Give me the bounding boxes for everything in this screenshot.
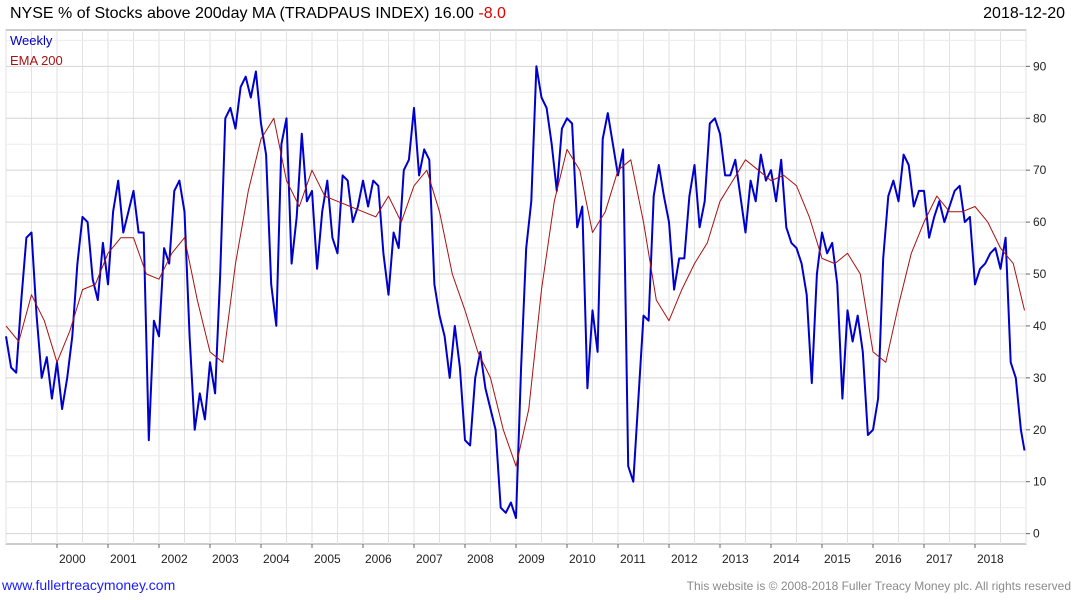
y-tick-label: 80 xyxy=(1033,111,1047,125)
chart-title: NYSE % of Stocks above 200day MA (TRADPA… xyxy=(10,5,430,22)
x-tick-label: 2011 xyxy=(620,552,646,566)
x-tick-label: 2000 xyxy=(59,552,86,566)
legend: Weekly EMA 200 xyxy=(10,33,63,68)
chart-date: 2018-12-20 xyxy=(983,5,1065,22)
x-tick-label: 2003 xyxy=(212,552,239,566)
y-tick-label: 60 xyxy=(1033,215,1047,229)
site-link[interactable]: www.fullertreacymoney.com xyxy=(2,577,176,593)
y-tick-label: 90 xyxy=(1033,59,1047,73)
x-tick-label: 2010 xyxy=(569,552,596,566)
legend-weekly: Weekly xyxy=(10,33,53,48)
y-tick-label: 0 xyxy=(1033,527,1040,541)
legend-ema-200: EMA 200 xyxy=(10,53,63,68)
x-tick-label: 2008 xyxy=(467,552,494,566)
x-tick-label: 2002 xyxy=(161,552,188,566)
ema-200-series-line xyxy=(5,117,1025,467)
change-value: -8.0 xyxy=(478,5,506,22)
chart-header: NYSE % of Stocks above 200day MA (TRADPA… xyxy=(10,5,506,23)
x-tick-label: 2012 xyxy=(671,552,698,566)
y-tick-label: 20 xyxy=(1033,423,1047,437)
copyright-text: This website is © 2008-2018 Fuller Treac… xyxy=(686,579,1071,593)
x-tick-label: 2005 xyxy=(314,552,341,566)
x-tick-label: 2001 xyxy=(110,552,137,566)
weekly-series-line xyxy=(5,65,1026,519)
x-tick-label: 2015 xyxy=(824,552,851,566)
series-layer xyxy=(5,65,1026,519)
y-tick-label: 70 xyxy=(1033,163,1047,177)
y-tick-label: 50 xyxy=(1033,267,1047,281)
y-tick-label: 40 xyxy=(1033,319,1047,333)
x-tick-label: 2014 xyxy=(773,552,800,566)
axis-layer: 0 10 20 30 40 50 60 70 80 90 2000 2001 2002 2003 2004 2… xyxy=(56,59,1047,566)
y-tick-label: 10 xyxy=(1033,475,1047,489)
x-tick-label: 2017 xyxy=(926,552,953,566)
x-tick-label: 2009 xyxy=(518,552,545,566)
x-tick-label: 2016 xyxy=(875,552,902,566)
x-tick-label: 2004 xyxy=(263,552,290,566)
last-value: 16.00 xyxy=(433,5,474,22)
x-tick-label: 2007 xyxy=(416,552,443,566)
y-tick-label: 30 xyxy=(1033,371,1047,385)
grid-layer xyxy=(5,30,1027,544)
x-tick-label: 2018 xyxy=(977,552,1004,566)
x-tick-label: 2006 xyxy=(365,552,392,566)
x-tick-label: 2013 xyxy=(722,552,749,566)
